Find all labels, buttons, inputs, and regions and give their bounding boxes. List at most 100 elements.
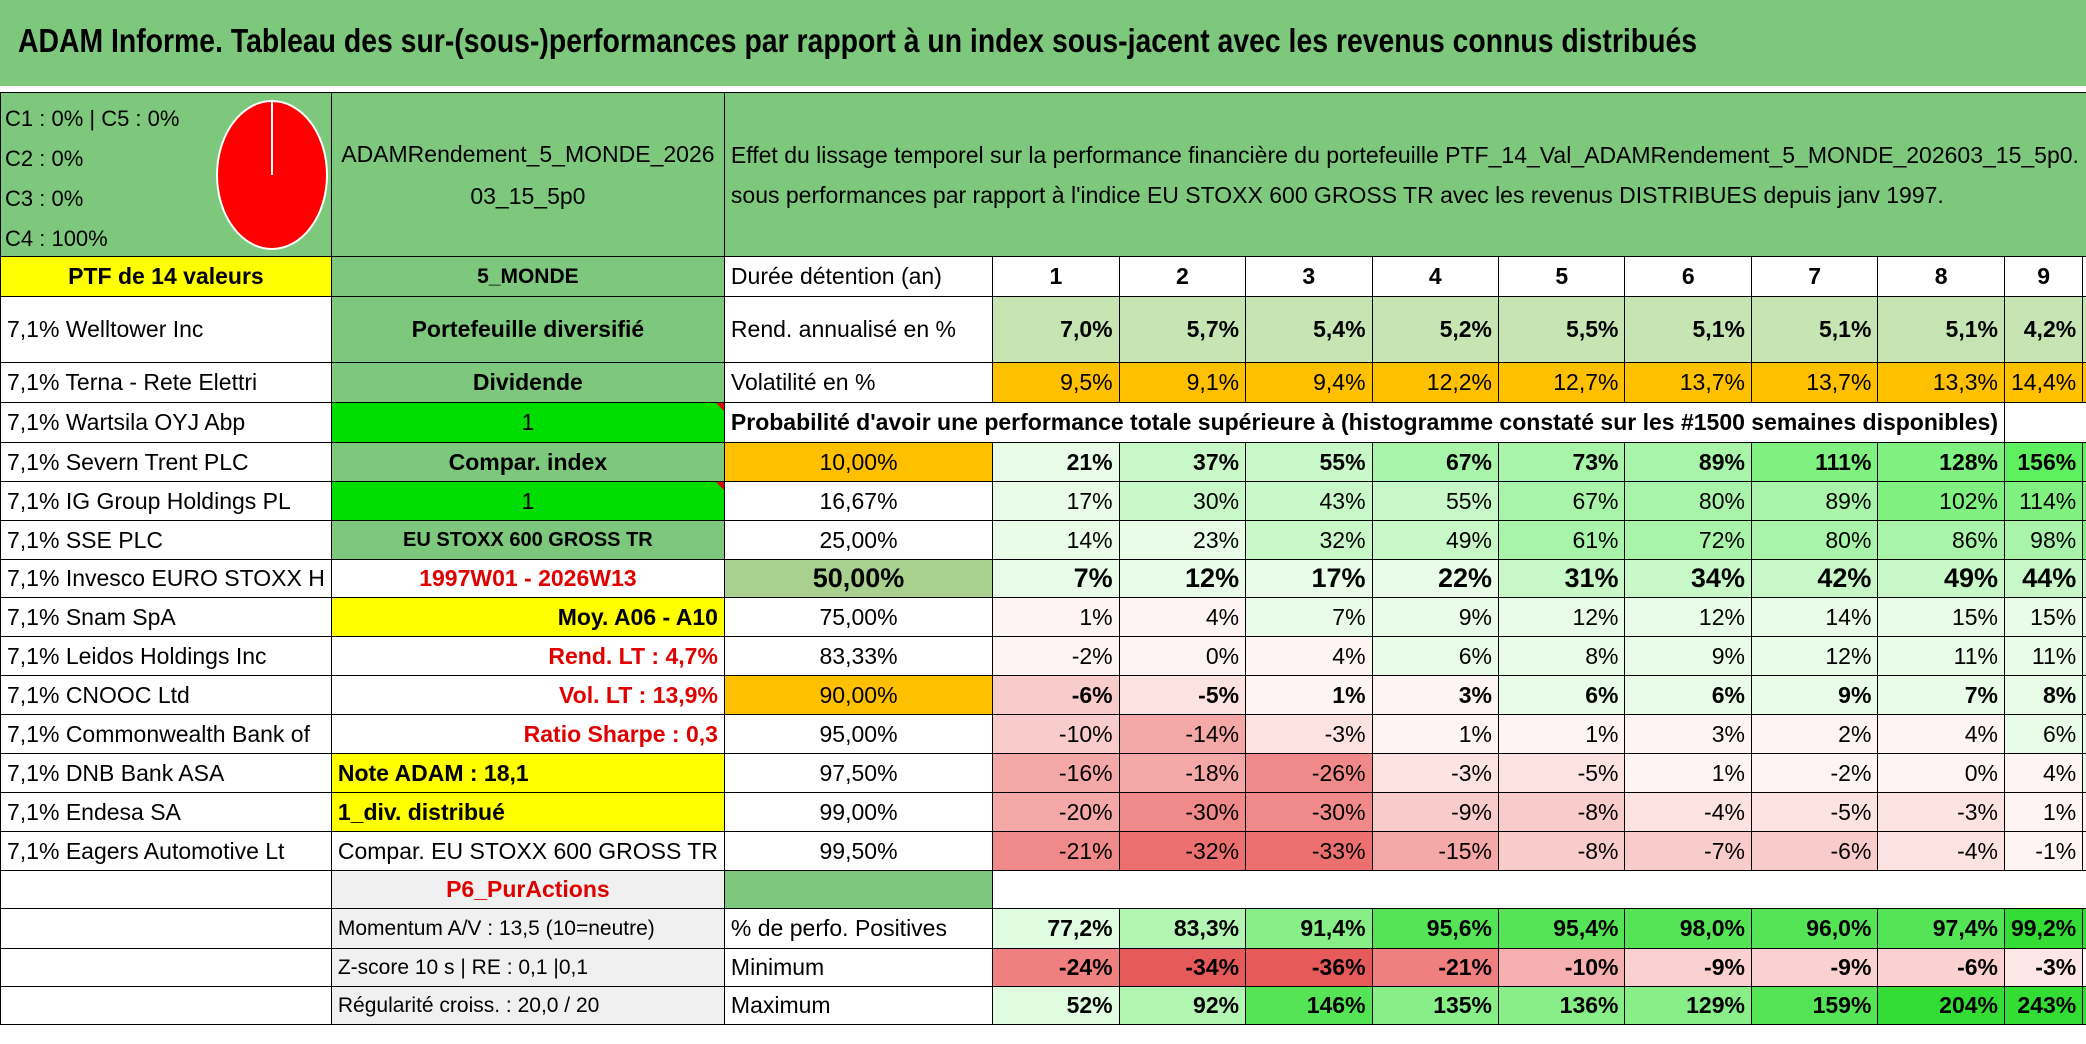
- maximum-value: 146%: [1245, 986, 1373, 1025]
- compar-index-label: Compar. index: [330, 442, 725, 482]
- holding-item: 7,1% IG Group Holdings PL: [0, 481, 332, 521]
- index-name: EU STOXX 600 GROSS TR: [330, 520, 725, 560]
- flag-value[interactable]: 1: [330, 402, 725, 443]
- probability-value: -3%: [1371, 753, 1500, 793]
- probability-value: 12%: [1118, 559, 1247, 598]
- holding-item: 7,1% Snam SpA: [0, 597, 332, 637]
- positive-value: 95,4%: [1498, 908, 1626, 949]
- probability-label: Probabilité d'avoir une performance tota…: [723, 402, 2005, 443]
- probability-value: 4%: [1245, 636, 1373, 676]
- probability-value: 6%: [1624, 675, 1752, 715]
- maximum-value: 129%: [1624, 986, 1752, 1025]
- maximum-label: Maximum: [723, 986, 994, 1025]
- ptf-count: PTF de 14 valeurs: [0, 256, 332, 297]
- probability-value: 6%: [2003, 714, 2084, 754]
- holding-item: 7,1% Invesco EURO STOXX H: [0, 559, 332, 598]
- year-header: 4: [1371, 256, 1500, 297]
- rend-value: 5,7%: [1118, 296, 1247, 363]
- compar-full: Compar. EU STOXX 600 GROSS TR: [330, 831, 725, 871]
- report-title: ADAM Informe. Tableau des sur-(sous-)per…: [18, 22, 1698, 59]
- year-header: 6: [1624, 256, 1752, 297]
- probability-value: 12%: [1624, 597, 1752, 637]
- probability-threshold: 99,00%: [723, 792, 994, 832]
- legend-line: C3 : 0%: [5, 186, 84, 211]
- legend-line: C1 : 0% | C5 : 0%: [5, 106, 180, 131]
- probability-value: 102%: [1877, 481, 2005, 521]
- vol-value: 9,1%: [1118, 362, 1247, 403]
- minimum-value: -24%: [992, 948, 1120, 987]
- vol-value: 13,3%: [1877, 362, 2005, 403]
- probability-threshold: 90,00%: [723, 675, 994, 715]
- probability-value: -6%: [992, 675, 1120, 715]
- probability-threshold: 99,50%: [723, 831, 994, 871]
- vol-label: Volatilité en %: [723, 362, 994, 403]
- empty-cell: [0, 948, 332, 987]
- probability-value: -7%: [1624, 831, 1752, 871]
- probability-value: 67%: [1371, 442, 1500, 482]
- probability-value: -33%: [1245, 831, 1373, 871]
- holding-item: 7,1% SSE PLC: [0, 520, 332, 560]
- holding-item: 7,1% Eagers Automotive Lt: [0, 831, 332, 871]
- probability-value: 2%: [1750, 714, 1879, 754]
- probability-value: 15%: [2003, 597, 2084, 637]
- probability-value: 14%: [1750, 597, 1879, 637]
- minimum-value: -9%: [1750, 948, 1879, 987]
- rend-value: 5,1%: [1877, 296, 2005, 363]
- flag-value[interactable]: 1: [330, 481, 725, 521]
- strategy-label: P6_PurActions: [330, 870, 725, 909]
- minimum-value: -3%: [2003, 948, 2084, 987]
- probability-value: 80%: [1624, 481, 1752, 521]
- probability-threshold: 95,00%: [723, 714, 994, 754]
- positive-value: 91,4%: [1245, 908, 1373, 949]
- probability-value: 61%: [1498, 520, 1626, 560]
- probability-value: 21%: [992, 442, 1120, 482]
- probability-value: -8%: [1498, 831, 1626, 871]
- probability-value: 11%: [1877, 636, 2005, 676]
- probability-value: -20%: [992, 792, 1120, 832]
- vol-value: 12,2%: [1371, 362, 1500, 403]
- empty-cell: [0, 908, 332, 949]
- minimum-label: Minimum: [723, 948, 994, 987]
- probability-value: 7%: [992, 559, 1120, 598]
- maximum-value: 229%: [2082, 986, 2086, 1025]
- zone-label: 5_MONDE: [330, 256, 725, 297]
- sharpe-ratio: Ratio Sharpe : 0,3: [330, 714, 725, 754]
- probability-value: 17%: [1245, 559, 1373, 598]
- probability-value: 22%: [1371, 559, 1500, 598]
- probability-value: 49%: [1877, 559, 2005, 598]
- probability-value: -16%: [992, 753, 1120, 793]
- positive-value: 99,2%: [2003, 908, 2084, 949]
- portfolio-type: Portefeuille diversifié: [330, 296, 725, 363]
- probability-value: 3%: [1371, 675, 1500, 715]
- probability-value: -5%: [1118, 675, 1247, 715]
- probability-value: 4%: [1118, 597, 1247, 637]
- probability-value: 128%: [1877, 442, 2005, 482]
- portfolio-description: Effet du lissage temporel sur la perform…: [723, 92, 2086, 257]
- vol-value: 13,7%: [1624, 362, 1752, 403]
- vol-value: 14,4%: [2003, 362, 2084, 403]
- probability-value: 30%: [1118, 481, 1247, 521]
- probability-value: 1%: [992, 597, 1120, 637]
- maximum-value: 243%: [2003, 986, 2084, 1025]
- probability-value: -5%: [1750, 792, 1879, 832]
- probability-value: -2%: [1750, 753, 1879, 793]
- probability-value: 4%: [1877, 714, 2005, 754]
- minimum-value: -36%: [1245, 948, 1373, 987]
- period-range: 1997W01 - 2026W13: [330, 559, 725, 598]
- momentum-info: Momentum A/V : 13,5 (10=neutre): [330, 908, 725, 949]
- regularity-info: Régularité croiss. : 20,0 / 20: [330, 986, 725, 1025]
- probability-value: 111%: [1750, 442, 1879, 482]
- probability-value: -6%: [1750, 831, 1879, 871]
- probability-value: 11%: [2003, 636, 2084, 676]
- minimum-value: -10%: [1498, 948, 1626, 987]
- holding-item: 7,1% Commonwealth Bank of: [0, 714, 332, 754]
- title-bar: ADAM Informe. Tableau des sur-(sous-)per…: [0, 0, 2086, 88]
- probability-value: -30%: [1118, 792, 1247, 832]
- maximum-value: 136%: [1498, 986, 1626, 1025]
- rend-value: 5,4%: [1245, 296, 1373, 363]
- empty-cell: [0, 986, 332, 1025]
- probability-value: 86%: [1877, 520, 2005, 560]
- empty-cell: [992, 870, 2086, 909]
- probability-threshold: 75,00%: [723, 597, 994, 637]
- positive-value: 98,0%: [1624, 908, 1752, 949]
